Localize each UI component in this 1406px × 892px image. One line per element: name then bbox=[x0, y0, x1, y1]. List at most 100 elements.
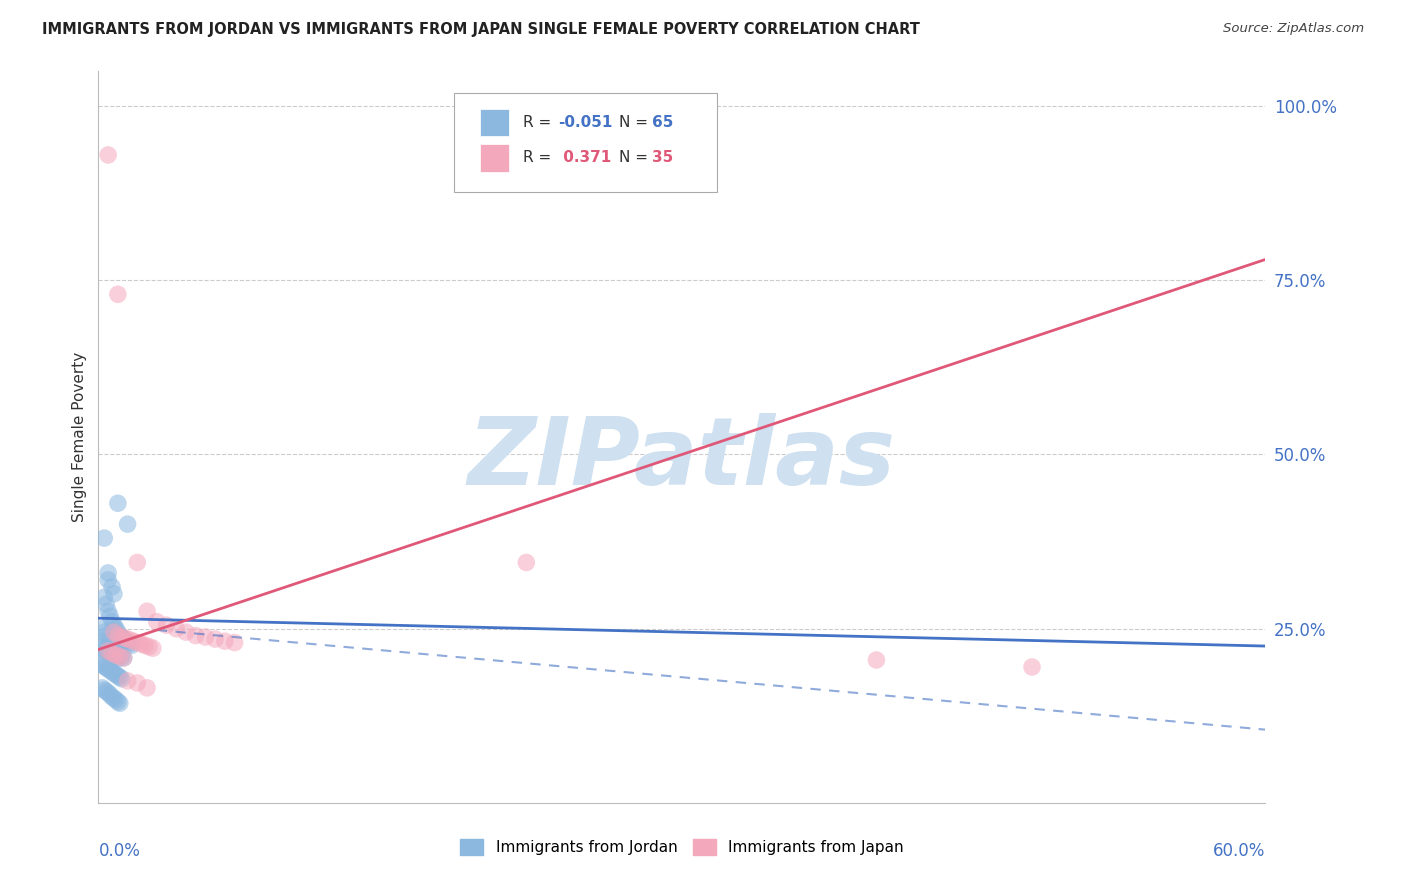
Point bbox=[97, 662, 120, 676]
Point bbox=[129, 637, 152, 651]
Point bbox=[97, 573, 120, 587]
Point bbox=[107, 625, 129, 640]
Point bbox=[103, 625, 125, 640]
Point bbox=[214, 634, 236, 648]
Point bbox=[104, 648, 127, 662]
Y-axis label: Single Female Poverty: Single Female Poverty bbox=[72, 352, 87, 522]
Point bbox=[101, 665, 124, 679]
Point bbox=[865, 653, 887, 667]
Point bbox=[224, 635, 246, 649]
Point bbox=[93, 531, 115, 545]
Point bbox=[136, 681, 159, 695]
Point bbox=[114, 632, 136, 646]
Text: 0.0%: 0.0% bbox=[98, 842, 141, 860]
Point bbox=[108, 648, 131, 662]
Point bbox=[204, 632, 226, 646]
Point bbox=[103, 642, 125, 657]
Point bbox=[104, 644, 127, 658]
Point bbox=[98, 635, 121, 649]
Point bbox=[112, 651, 135, 665]
Point bbox=[134, 639, 156, 653]
Point bbox=[121, 639, 143, 653]
Point bbox=[96, 644, 118, 658]
Point bbox=[91, 657, 114, 672]
Text: R =: R = bbox=[523, 150, 557, 165]
Point bbox=[136, 604, 159, 618]
Point bbox=[174, 625, 197, 640]
Text: 35: 35 bbox=[651, 150, 673, 165]
Point bbox=[97, 644, 120, 658]
Point bbox=[96, 660, 118, 674]
FancyBboxPatch shape bbox=[454, 94, 717, 192]
Point bbox=[89, 657, 111, 671]
Point bbox=[91, 641, 114, 656]
Point bbox=[112, 632, 135, 646]
Point bbox=[184, 629, 207, 643]
Point bbox=[98, 688, 121, 702]
Point bbox=[515, 556, 537, 570]
Point bbox=[127, 676, 149, 690]
Point bbox=[111, 630, 134, 644]
Point bbox=[107, 287, 129, 301]
Point bbox=[97, 686, 120, 700]
Point bbox=[93, 625, 115, 640]
Text: R =: R = bbox=[523, 115, 557, 130]
Point bbox=[93, 659, 115, 673]
Point bbox=[97, 632, 120, 646]
Point bbox=[101, 639, 124, 653]
Point bbox=[112, 651, 135, 665]
Point bbox=[93, 642, 115, 657]
Legend: Immigrants from Jordan, Immigrants from Japan: Immigrants from Jordan, Immigrants from … bbox=[454, 833, 910, 861]
Point bbox=[96, 629, 118, 643]
Point bbox=[91, 622, 114, 636]
Text: 65: 65 bbox=[651, 115, 673, 130]
Point bbox=[108, 649, 131, 664]
Point bbox=[93, 591, 115, 605]
Point bbox=[101, 615, 124, 629]
Point bbox=[117, 635, 139, 649]
Point bbox=[91, 681, 114, 695]
Point bbox=[111, 672, 134, 686]
Point bbox=[98, 647, 121, 661]
Bar bbox=[479, 109, 509, 136]
Point bbox=[194, 630, 217, 644]
Point bbox=[111, 630, 134, 644]
Point bbox=[97, 604, 120, 618]
Text: 60.0%: 60.0% bbox=[1213, 842, 1265, 860]
Point bbox=[103, 651, 125, 665]
Point bbox=[101, 649, 124, 664]
Point bbox=[127, 635, 149, 649]
Text: N =: N = bbox=[619, 150, 652, 165]
Point bbox=[96, 684, 118, 698]
Point bbox=[103, 666, 125, 681]
Point bbox=[103, 618, 125, 632]
Point bbox=[117, 673, 139, 688]
Text: Source: ZipAtlas.com: Source: ZipAtlas.com bbox=[1223, 22, 1364, 36]
Point bbox=[104, 622, 127, 636]
Point bbox=[155, 618, 177, 632]
Point bbox=[122, 634, 145, 648]
Point bbox=[118, 632, 141, 647]
Point bbox=[108, 670, 131, 684]
Point bbox=[114, 634, 136, 648]
Point bbox=[146, 615, 169, 629]
Text: IMMIGRANTS FROM JORDAN VS IMMIGRANTS FROM JAPAN SINGLE FEMALE POVERTY CORRELATIO: IMMIGRANTS FROM JORDAN VS IMMIGRANTS FRO… bbox=[42, 22, 920, 37]
Text: ZIPatlas: ZIPatlas bbox=[468, 413, 896, 505]
Point bbox=[127, 556, 149, 570]
Text: N =: N = bbox=[619, 115, 652, 130]
Point bbox=[108, 629, 131, 643]
Point bbox=[97, 148, 120, 162]
Point bbox=[98, 664, 121, 678]
Point bbox=[96, 597, 118, 611]
Point bbox=[98, 609, 121, 624]
Point bbox=[101, 646, 124, 660]
Point bbox=[138, 640, 160, 654]
Point bbox=[89, 640, 111, 654]
Point bbox=[104, 667, 127, 681]
Point bbox=[142, 641, 165, 656]
Point bbox=[107, 629, 129, 643]
Point bbox=[117, 517, 139, 532]
Point bbox=[101, 690, 124, 704]
Point bbox=[101, 580, 124, 594]
Text: 0.371: 0.371 bbox=[558, 150, 612, 165]
